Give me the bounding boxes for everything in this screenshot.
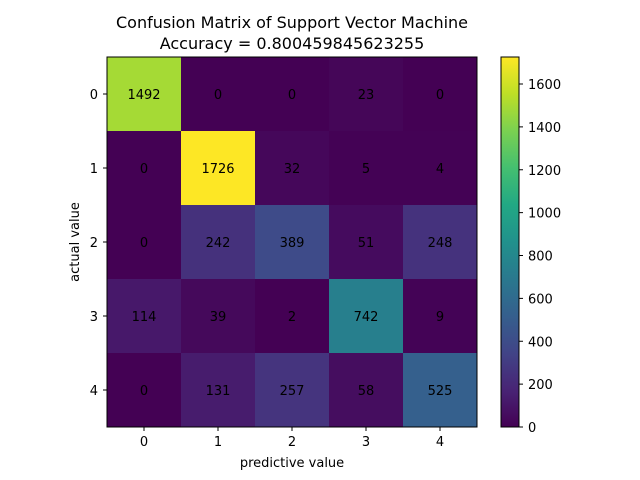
cell-value-label: 0 xyxy=(288,88,296,103)
cell-value-label: 32 xyxy=(284,162,301,177)
x-tick-label: 2 xyxy=(288,435,296,450)
y-tick-label: 1 xyxy=(90,162,98,177)
x-axis-label: predictive value xyxy=(240,456,344,471)
heatmap-cell xyxy=(107,57,181,131)
chart-subtitle: Accuracy = 0.800459845623255 xyxy=(160,34,425,53)
cell-value-label: 4 xyxy=(436,162,444,177)
heatmap-cell xyxy=(403,57,477,131)
colorbar-tick-label: 0 xyxy=(528,421,536,436)
heatmap-cell xyxy=(181,353,255,427)
y-tick-label: 3 xyxy=(90,310,98,325)
cell-value-label: 2 xyxy=(288,310,296,325)
cell-value-label: 1492 xyxy=(127,88,160,103)
colorbar-tick-label: 1600 xyxy=(528,78,561,93)
colorbar-tick-label: 400 xyxy=(528,335,553,350)
cell-value-label: 131 xyxy=(206,384,231,399)
heatmap-plot-area: 1492 0 0 23 0 0 1726 32 5 4 0 242 389 51 248 114 39 2 742 9… xyxy=(106,56,478,428)
colorbar-tick-label: 1000 xyxy=(528,207,561,222)
y-tick-label: 4 xyxy=(90,384,98,399)
cell-value-label: 248 xyxy=(428,236,453,251)
heatmap-cell xyxy=(329,57,403,131)
cell-value-label: 51 xyxy=(358,236,375,251)
heatmap-cell xyxy=(107,279,181,353)
heatmap-cell xyxy=(181,131,255,205)
cell-value-label: 257 xyxy=(280,384,305,399)
x-tick-label: 1 xyxy=(214,435,222,450)
colorbar-tick-label: 600 xyxy=(528,292,553,307)
cell-value-label: 0 xyxy=(436,88,444,103)
x-tick-label: 3 xyxy=(362,435,370,450)
heatmap-cell xyxy=(181,57,255,131)
y-axis: 0 1 2 3 4 xyxy=(90,88,107,399)
heatmap-cell xyxy=(403,205,477,279)
heatmap-cell xyxy=(403,131,477,205)
x-axis: 0 1 2 3 4 xyxy=(140,427,444,450)
cell-value-label: 58 xyxy=(358,384,375,399)
cell-value-label: 242 xyxy=(206,236,231,251)
colorbar-tick-label: 1200 xyxy=(528,164,561,179)
cell-value-label: 525 xyxy=(428,384,453,399)
heatmap-cell xyxy=(403,353,477,427)
cell-value-label: 114 xyxy=(132,310,157,325)
cell-value-label: 1726 xyxy=(201,162,234,177)
heatmap-cell xyxy=(181,205,255,279)
x-tick-label: 0 xyxy=(140,435,148,450)
heatmap-cell xyxy=(255,279,329,353)
heatmap-cell xyxy=(329,205,403,279)
cell-value-label: 23 xyxy=(358,88,375,103)
colorbar-gradient xyxy=(500,56,520,428)
colorbar: 0 200 400 600 800 1000 1200 1400 1600 xyxy=(500,56,561,436)
heatmap-cell xyxy=(329,353,403,427)
heatmap-cell xyxy=(255,131,329,205)
y-tick-label: 2 xyxy=(90,236,98,251)
chart-title: Confusion Matrix of Support Vector Machi… xyxy=(116,13,468,32)
y-tick-label: 0 xyxy=(90,88,98,103)
colorbar-tick-label: 800 xyxy=(528,250,553,265)
cell-value-label: 0 xyxy=(214,88,222,103)
heatmap-cell xyxy=(107,205,181,279)
cell-value-label: 742 xyxy=(354,310,379,325)
heatmap-cell xyxy=(107,131,181,205)
heatmap-cell xyxy=(255,57,329,131)
heatmap-cell xyxy=(329,131,403,205)
heatmap-cell xyxy=(181,279,255,353)
heatmap-cell xyxy=(255,205,329,279)
heatmap-cell xyxy=(329,279,403,353)
heatmap-cell xyxy=(255,353,329,427)
cell-value-label: 389 xyxy=(280,236,305,251)
cell-value-label: 0 xyxy=(140,162,148,177)
cell-value-label: 9 xyxy=(436,310,444,325)
heatmap-cell xyxy=(403,279,477,353)
colorbar-tick-label: 200 xyxy=(528,378,553,393)
y-axis-label: actual value xyxy=(68,202,83,282)
colorbar-tick-label: 1400 xyxy=(528,121,561,136)
cell-value-label: 0 xyxy=(140,384,148,399)
cell-value-label: 39 xyxy=(210,310,227,325)
x-tick-label: 4 xyxy=(436,435,444,450)
heatmap-cell xyxy=(107,353,181,427)
cell-value-label: 0 xyxy=(140,236,148,251)
cell-value-label: 5 xyxy=(362,162,370,177)
